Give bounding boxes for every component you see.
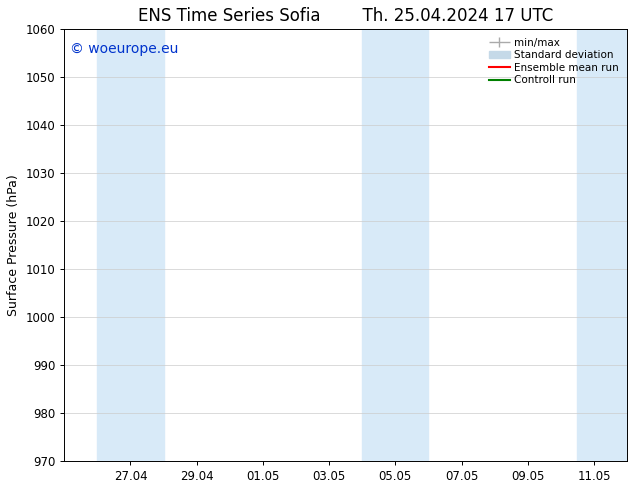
Bar [578,29,627,461]
Legend: min/max, Standard deviation, Ensemble mean run, Controll run: min/max, Standard deviation, Ensemble me… [486,34,622,89]
Text: © woeurope.eu: © woeurope.eu [70,42,178,56]
Bar [362,29,429,461]
Y-axis label: Surface Pressure (hPa): Surface Pressure (hPa) [7,174,20,316]
Title: ENS Time Series Sofia        Th. 25.04.2024 17 UTC: ENS Time Series Sofia Th. 25.04.2024 17 … [138,7,553,25]
Bar [98,29,164,461]
